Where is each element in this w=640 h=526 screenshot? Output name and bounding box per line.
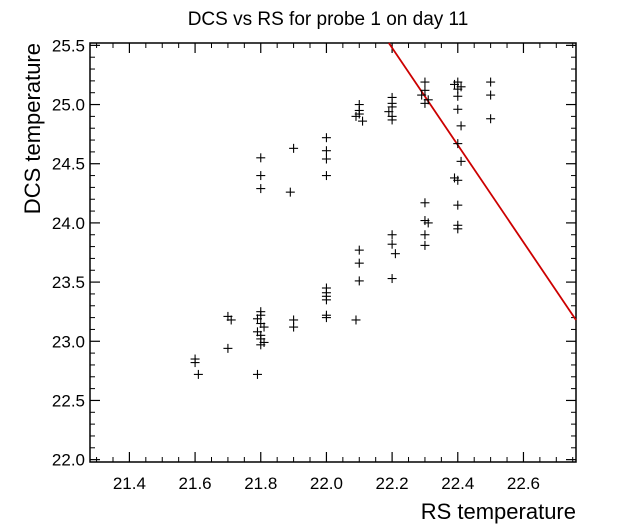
x-axis-tick-labels: 21.4 21.6 21.8 22.0 22.2 22.4 22.6 [113, 474, 540, 493]
x-tick-label: 22.0 [310, 474, 343, 493]
y-tick-label: 22.5 [52, 391, 85, 410]
data-points [190, 77, 496, 379]
fit-line-group [388, 42, 577, 321]
data-point [387, 115, 397, 125]
plot-frame [89, 42, 577, 463]
data-point [285, 187, 295, 197]
chart-title: DCS vs RS for probe 1 on day 11 [188, 9, 469, 30]
y-tick-label: 22.0 [52, 451, 85, 470]
data-point [358, 116, 368, 126]
data-point [321, 295, 331, 305]
data-point [420, 240, 430, 250]
data-point [226, 315, 236, 325]
y-tick-label: 23.5 [52, 273, 85, 292]
data-point [420, 198, 430, 208]
data-point [387, 239, 397, 249]
data-point [321, 154, 331, 164]
data-point [351, 315, 361, 325]
data-point [450, 79, 459, 89]
data-point [259, 322, 269, 332]
data-point [420, 77, 430, 87]
x-tick-label: 22.4 [441, 474, 474, 493]
data-point [420, 98, 430, 108]
data-point [354, 245, 364, 255]
data-point [387, 230, 397, 240]
x-tick-label: 21.6 [179, 474, 212, 493]
data-point [354, 276, 364, 286]
data-point [453, 91, 463, 101]
data-point [289, 322, 299, 332]
data-point [193, 369, 203, 379]
data-point [456, 156, 466, 166]
data-point [423, 218, 433, 228]
y-tick-label: 25.0 [52, 96, 85, 115]
data-point [252, 369, 262, 379]
x-tick-label: 22.2 [376, 474, 409, 493]
data-point [252, 314, 262, 324]
data-point [223, 343, 233, 353]
data-point [321, 171, 331, 181]
data-point [256, 171, 266, 181]
y-tick-label: 24.5 [52, 155, 85, 174]
data-point [256, 340, 266, 350]
data-point [351, 111, 361, 121]
data-point [456, 121, 466, 131]
data-point [486, 77, 496, 87]
data-point [453, 200, 463, 210]
x-tick-label: 21.4 [113, 474, 146, 493]
data-point [256, 153, 266, 163]
data-point [486, 114, 496, 124]
plot-border [89, 42, 577, 463]
data-point [289, 143, 299, 153]
y-axis-tick-labels: 22.0 22.5 23.0 23.5 24.0 24.5 25.0 25.5 [52, 36, 85, 469]
x-tick-label: 21.8 [244, 474, 277, 493]
data-point [387, 102, 397, 112]
fit-line [388, 42, 577, 321]
y-tick-label: 23.0 [52, 332, 85, 351]
data-point [256, 184, 266, 194]
x-axis-label: RS temperature [421, 499, 576, 524]
data-point [453, 139, 463, 149]
data-point [321, 313, 331, 323]
data-point [420, 230, 430, 240]
data-point [486, 90, 496, 100]
y-axis-ticks [90, 44, 576, 461]
data-point [354, 258, 364, 268]
y-tick-label: 25.5 [52, 36, 85, 55]
x-tick-label: 22.6 [507, 474, 540, 493]
data-point [321, 146, 331, 156]
data-point [387, 274, 397, 284]
data-point [453, 224, 463, 234]
data-point [190, 358, 200, 368]
data-point [321, 133, 331, 143]
y-tick-label: 24.0 [52, 214, 85, 233]
y-axis-label: DCS temperature [20, 43, 45, 214]
data-point [417, 90, 427, 100]
x-axis-ticks [96, 43, 574, 462]
data-point [453, 175, 463, 185]
data-point [384, 107, 394, 117]
data-point [390, 249, 400, 259]
data-point [420, 85, 430, 95]
data-point [453, 104, 463, 114]
